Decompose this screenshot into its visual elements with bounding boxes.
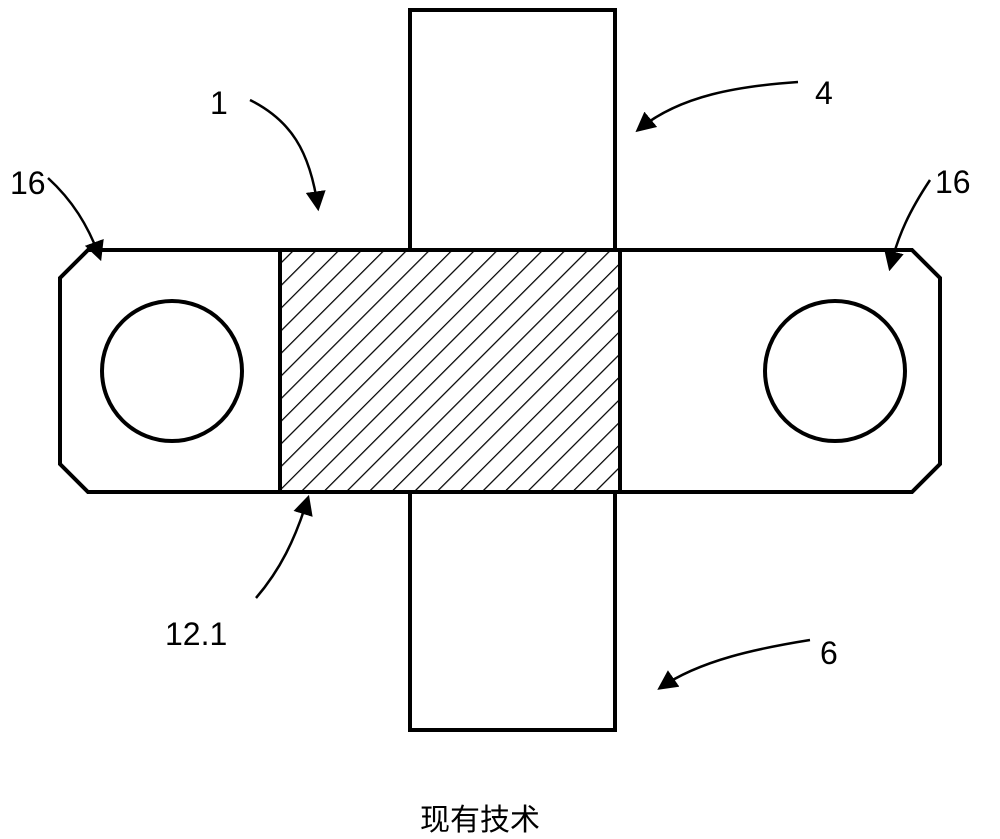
diagram-svg [0, 0, 1000, 839]
callout-16-right-label: 16 [935, 164, 971, 201]
callout-6-label: 6 [820, 635, 838, 672]
callout-4-label: 4 [815, 75, 833, 112]
callout-16-left-leader [48, 178, 100, 258]
hatched-center-region [280, 250, 620, 492]
caption-prior-art: 现有技术 [420, 795, 540, 839]
callout-16-right-leader [890, 180, 930, 268]
callout-12-1-label: 12.1 [165, 616, 227, 653]
diagram-stage: 1 4 16 16 12.1 6 现有技术 [0, 0, 1000, 839]
left-hole [102, 301, 242, 441]
callout-12-1-leader [256, 498, 308, 598]
callout-4-leader [638, 82, 798, 130]
right-hole [765, 301, 905, 441]
callout-6-leader [660, 640, 810, 688]
callout-16-left-label: 16 [10, 165, 46, 202]
callout-1-leader [250, 100, 318, 208]
callout-1-label: 1 [210, 85, 228, 122]
